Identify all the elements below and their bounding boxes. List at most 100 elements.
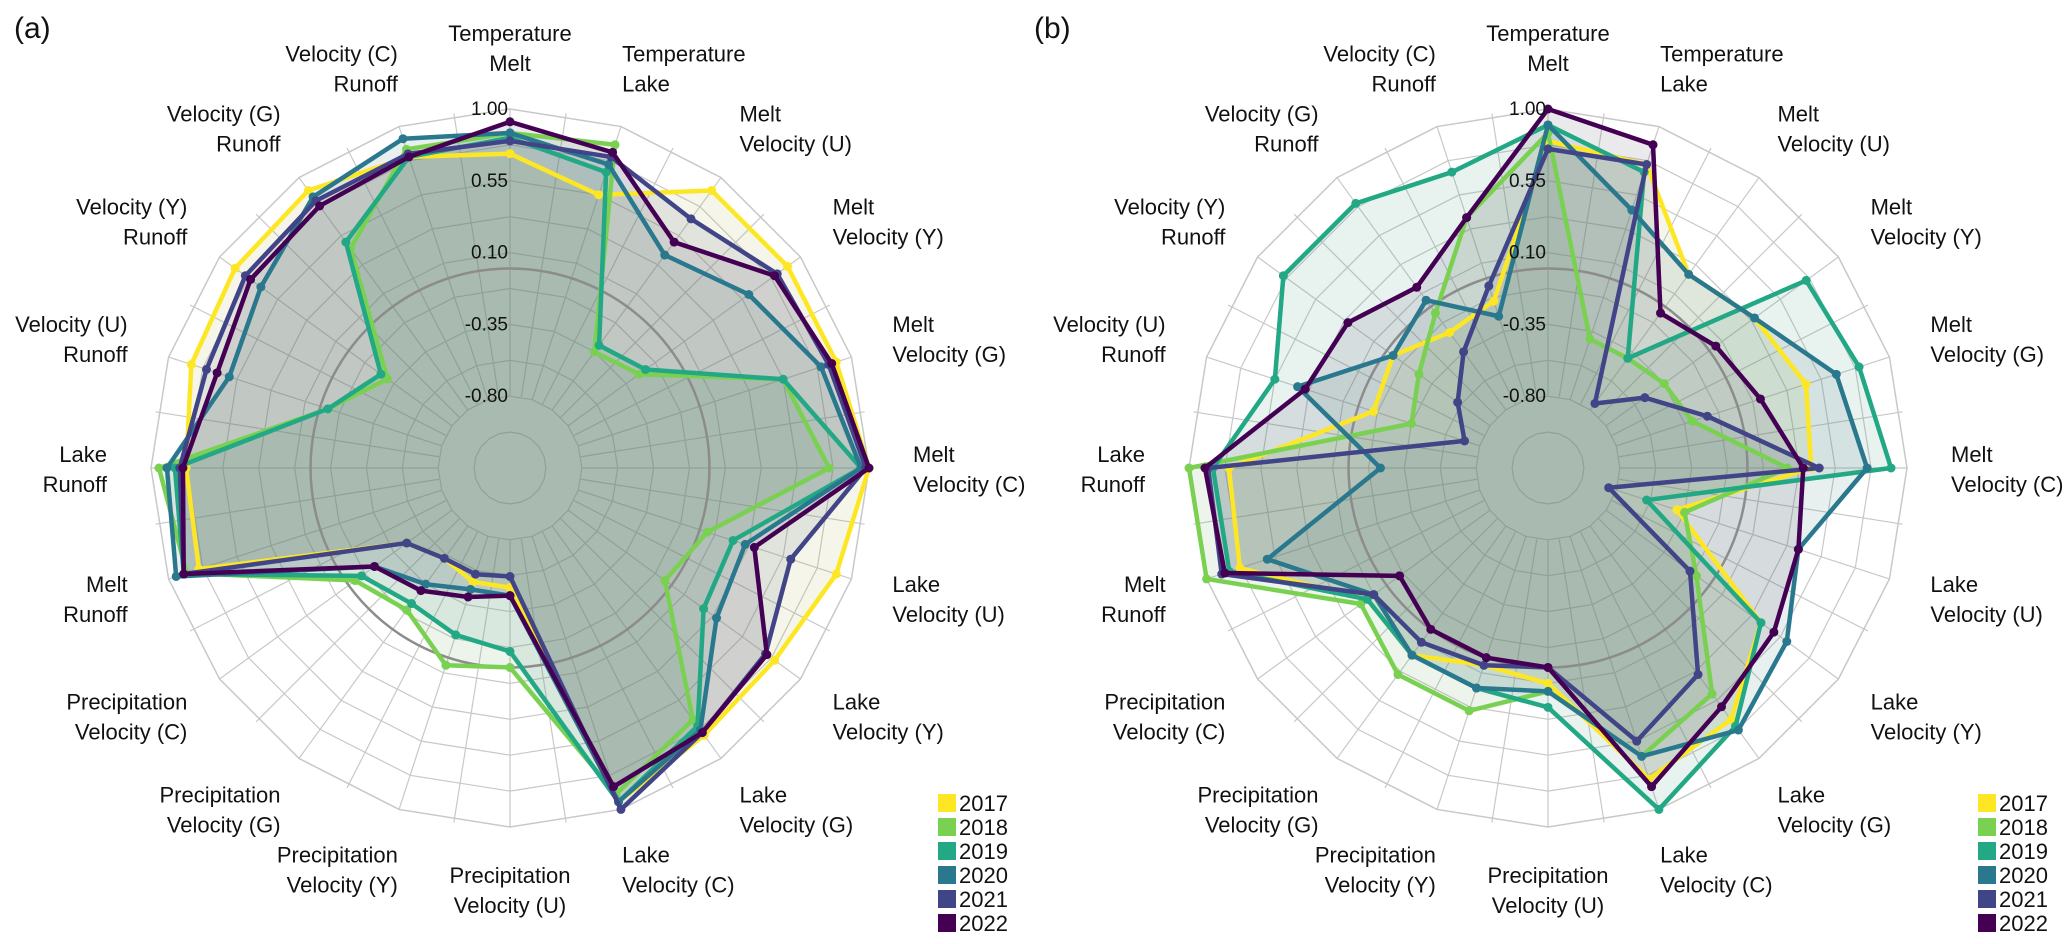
series-fill-2022 — [1204, 109, 1804, 787]
data-point — [256, 282, 266, 292]
series-shade-2022 — [182, 121, 869, 787]
series-2019 — [170, 133, 866, 807]
grid-spoke — [155, 478, 440, 525]
axis-label-line: Velocity (C) — [1951, 472, 2063, 497]
legend-swatch-2022 — [1978, 914, 1996, 932]
series-fill-2020 — [1267, 124, 1868, 757]
legend-label: 2021 — [1999, 887, 2048, 912]
data-point — [1886, 463, 1896, 473]
data-point — [1642, 160, 1652, 170]
data-point — [699, 604, 709, 614]
data-point — [1756, 618, 1766, 628]
axis-label-line: Precipitation — [1487, 863, 1608, 888]
data-point — [1462, 213, 1472, 223]
data-point — [1685, 566, 1695, 576]
axis-label: Temperature Lake — [1660, 42, 1784, 97]
data-point — [864, 463, 874, 473]
series-shade-2019 — [1212, 124, 1892, 810]
series-shade-2019 — [174, 137, 862, 802]
axis-label: Precipitation Velocity (G) — [159, 783, 280, 838]
grid-spoke — [298, 525, 469, 759]
axis-label-line: Lake — [622, 842, 670, 867]
data-point — [350, 576, 360, 586]
data-point — [744, 289, 754, 299]
axis-label: Precipitation Velocity (Y) — [277, 842, 398, 897]
radial-tick-label: 1.00 — [471, 99, 508, 120]
data-point — [1447, 167, 1457, 177]
data-point — [1356, 599, 1366, 609]
grid-spoke — [1206, 489, 1480, 580]
grid-spoke — [520, 113, 567, 398]
data-point — [660, 576, 670, 586]
axis-label-line: Melt — [489, 51, 531, 76]
data-point — [1460, 436, 1470, 446]
data-point — [468, 577, 478, 587]
data-point — [154, 463, 164, 473]
axis-label-line: Lake — [622, 72, 670, 97]
data-point — [728, 535, 738, 545]
legend-swatch-2022 — [938, 914, 956, 932]
grid-spoke — [189, 500, 447, 632]
data-point — [1750, 313, 1760, 323]
data-point — [707, 185, 717, 195]
data-point — [369, 561, 379, 571]
data-point — [1672, 505, 1682, 515]
data-point — [616, 804, 626, 814]
axis-label-line: Velocity (Y) — [1325, 872, 1436, 897]
legend-swatch-2018 — [938, 818, 956, 836]
data-point — [1293, 382, 1303, 392]
data-point — [827, 358, 837, 368]
data-point — [505, 646, 515, 656]
grid-spoke — [1227, 304, 1485, 436]
data-point — [1489, 296, 1499, 306]
data-point — [601, 167, 611, 177]
legend-swatch-2017 — [1978, 794, 1996, 812]
axis-label: Precipitation Velocity (U) — [1487, 863, 1608, 918]
axis-label-line: Temperature — [448, 21, 572, 46]
axis-label: Velocity (Y) Runoff — [1114, 195, 1226, 250]
data-point — [1801, 379, 1811, 389]
grid-spoke — [1618, 478, 1903, 525]
axis-label: Melt Velocity (Y) — [833, 195, 944, 250]
data-point — [1854, 362, 1864, 372]
axis-label-line: Melt — [1527, 51, 1569, 76]
data-point — [1684, 269, 1694, 279]
grid-spoke — [1336, 177, 1507, 411]
data-point — [303, 185, 313, 195]
data-point — [770, 271, 780, 281]
series-fill-2021 — [1208, 148, 1820, 742]
data-point — [1459, 347, 1469, 357]
grid-spoke — [1193, 411, 1478, 458]
axis-label-line: Velocity (Y) — [76, 195, 187, 220]
grid-spoke — [1227, 500, 1485, 632]
axis-label-line: Velocity (G) — [1930, 342, 2044, 367]
axis-label: Lake Velocity (U) — [1930, 572, 2042, 627]
data-point — [831, 569, 841, 579]
grid-spoke — [542, 531, 674, 789]
grid-spoke — [1491, 538, 1538, 823]
axis-label-line: Runoff — [63, 342, 128, 367]
axis-label-line: Velocity (U) — [1053, 312, 1165, 337]
data-point — [1647, 782, 1657, 792]
grid-spoke — [1384, 147, 1516, 405]
data-point — [1426, 624, 1436, 634]
grid-spoke — [578, 356, 852, 447]
data-point — [1733, 725, 1743, 735]
data-point — [1693, 670, 1703, 680]
axis-label: Melt Velocity (Y) — [1871, 195, 1982, 250]
radial-tick-label: 1.00 — [1509, 99, 1546, 120]
axis-label-line: Velocity (C) — [622, 872, 734, 897]
data-point — [749, 542, 759, 552]
series-shade-2021 — [1208, 148, 1820, 742]
series-shade-2017 — [1228, 140, 1812, 780]
series-shade-2018 — [1189, 132, 1788, 757]
axis-label-line: Lake — [1660, 842, 1708, 867]
legend-swatch-2019 — [1978, 842, 1996, 860]
data-point — [357, 571, 367, 581]
grid-spoke — [346, 147, 478, 405]
axis-label-line: Precipitation — [1315, 842, 1436, 867]
axis-label: Velocity (U) Runoff — [15, 312, 128, 367]
axis-label: Lake Runoff — [43, 442, 108, 497]
data-point — [451, 630, 461, 640]
